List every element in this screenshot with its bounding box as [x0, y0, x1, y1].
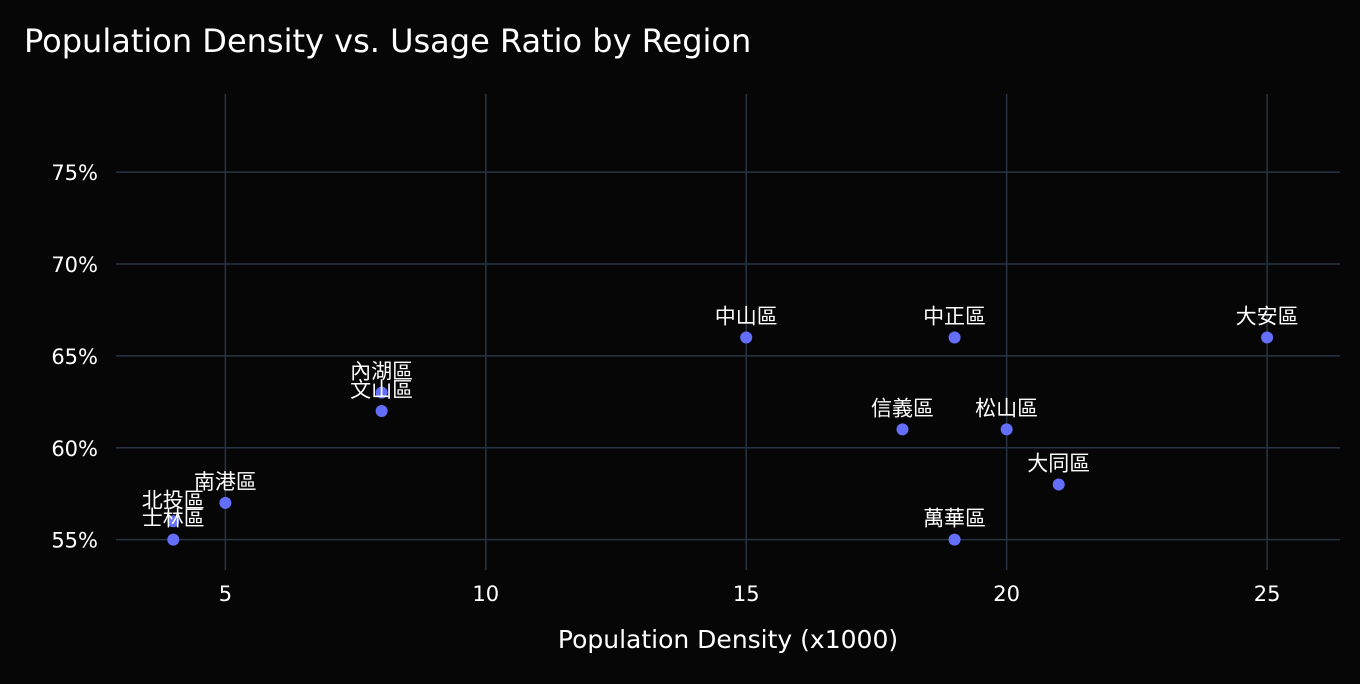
data-point: [948, 533, 961, 546]
data-point: [948, 331, 961, 344]
data-point: [896, 423, 909, 436]
y-tick-label: 60%: [51, 437, 98, 461]
x-tick-label: 5: [219, 582, 232, 606]
point-label: 大安區: [1236, 305, 1299, 329]
data-point: [1052, 478, 1065, 491]
point-label: 士林區: [142, 507, 205, 531]
y-tick-label: 55%: [51, 529, 98, 553]
data-point: [219, 496, 232, 509]
data-point: [1261, 331, 1274, 344]
point-label: 大同區: [1027, 452, 1090, 476]
data-point: [167, 515, 180, 528]
data-point: [375, 386, 388, 399]
data-point: [167, 533, 180, 546]
point-label: 北投區: [142, 488, 205, 512]
point-label: 信義區: [871, 396, 934, 420]
point-label: 南港區: [194, 470, 257, 494]
chart-title: Population Density vs. Usage Ratio by Re…: [24, 22, 752, 60]
y-tick-label: 65%: [51, 345, 98, 369]
point-label: 文山區: [350, 378, 413, 402]
data-point: [740, 331, 753, 344]
point-label: 萬華區: [923, 507, 986, 531]
point-label: 松山區: [975, 396, 1038, 420]
y-tick-label: 75%: [51, 161, 98, 185]
x-tick-label: 25: [1254, 582, 1281, 606]
grid: [116, 94, 1340, 570]
x-axis-title: Population Density (x1000): [558, 625, 898, 654]
point-label: 中正區: [923, 305, 986, 329]
data-point: [375, 405, 388, 418]
data-point: [1000, 423, 1013, 436]
x-tick-label: 10: [472, 582, 499, 606]
data-points: [167, 331, 1274, 546]
y-tick-label: 70%: [51, 253, 98, 277]
x-tick-label: 20: [993, 582, 1020, 606]
axis-ticks: 5 10 15 20 25 55% 60% 65% 70% 75%: [51, 161, 1280, 606]
point-label: 內湖區: [350, 360, 413, 384]
point-label: 中山區: [715, 305, 778, 329]
x-tick-label: 15: [733, 582, 760, 606]
